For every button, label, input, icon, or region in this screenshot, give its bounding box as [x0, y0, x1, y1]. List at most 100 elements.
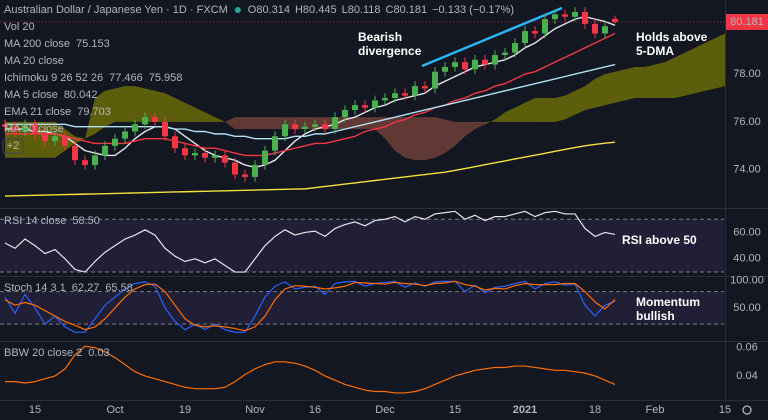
x-tick-label: 15 — [719, 404, 731, 416]
candle-body — [252, 164, 258, 177]
y-tick-label: 76.00 — [733, 116, 761, 128]
ichimoku-cloud — [255, 117, 265, 130]
quote-value: C80.181 — [386, 4, 428, 16]
candle-body — [182, 148, 188, 156]
candle-body — [472, 59, 478, 70]
ichimoku-cloud — [355, 117, 365, 130]
candle-body — [492, 54, 498, 65]
ichimoku-cloud — [435, 117, 445, 158]
candle-body — [292, 124, 298, 130]
ichimoku-cloud — [715, 33, 725, 89]
ichimoku-cloud — [165, 93, 175, 122]
legend-label: MA 200 close — [4, 38, 70, 50]
ichimoku-cloud — [615, 69, 625, 103]
ichimoku-cloud — [635, 66, 645, 99]
indicator-line — [5, 345, 616, 394]
x-tick-label: Nov — [245, 404, 265, 416]
candle-body — [152, 117, 158, 122]
indicator-line — [5, 63, 616, 140]
candle-body — [372, 100, 378, 108]
quote-value: −0.133 (−0.17%) — [432, 4, 514, 16]
candle-body — [192, 153, 198, 156]
candle-body — [362, 105, 368, 108]
annotation: RSI above 50 — [622, 233, 697, 247]
candle-body — [92, 155, 98, 165]
candle-body — [482, 59, 488, 65]
ichimoku-cloud — [235, 117, 245, 130]
ichimoku-cloud — [245, 117, 255, 130]
candle-body — [392, 93, 398, 99]
candle-body — [332, 117, 338, 130]
candle-body — [242, 174, 248, 177]
last-price-box — [726, 13, 768, 30]
candle-body — [262, 150, 268, 165]
legend-label: EMA 21 close — [4, 106, 71, 118]
candle-body — [2, 124, 8, 127]
band-fill — [0, 291, 724, 325]
ichimoku-cloud — [185, 102, 195, 122]
candle-body — [452, 62, 458, 67]
annotation: bullish — [636, 309, 675, 323]
candle-body — [522, 31, 528, 44]
x-tick-label: 19 — [179, 404, 191, 416]
indicator-line — [4, 280, 616, 332]
ichimoku-cloud — [655, 62, 665, 99]
ichimoku-cloud — [575, 86, 585, 115]
ichimoku-cloud — [525, 98, 535, 122]
ichimoku-cloud — [605, 71, 615, 106]
legend-value: 80.042 — [64, 89, 98, 101]
candle-body — [312, 124, 318, 127]
ichimoku-cloud — [405, 117, 415, 161]
annotation: Bearish — [358, 30, 402, 44]
candle-body — [322, 124, 328, 130]
ichimoku-cloud — [485, 119, 495, 125]
ichimoku-cloud — [265, 117, 275, 130]
legend-value: 75.958 — [149, 72, 183, 84]
candle-body — [592, 23, 598, 34]
y-tick-label: 74.00 — [733, 164, 761, 176]
ichimoku-cloud — [455, 121, 465, 146]
indicator-line — [5, 32, 616, 157]
ichimoku-cloud — [135, 86, 145, 122]
ichimoku-cloud — [535, 98, 545, 122]
legend-value: 65.58 — [105, 282, 133, 294]
candle-body — [402, 93, 408, 96]
annotation: 5-DMA — [636, 44, 674, 58]
legend-label: BBW 20 close 2 — [4, 347, 82, 359]
candle-body — [72, 145, 78, 161]
legend-value: 79.703 — [77, 106, 111, 118]
ichimoku-cloud — [125, 86, 135, 122]
x-tick-label: 15 — [29, 404, 41, 416]
legend-value: 77.466 — [109, 72, 143, 84]
x-tick-label: 16 — [309, 404, 321, 416]
status-dot — [234, 7, 241, 13]
ichimoku-cloud — [545, 98, 555, 122]
legend-more-box — [2, 138, 24, 154]
candle-body — [162, 121, 168, 137]
candle-body — [502, 52, 508, 55]
candle-body — [172, 136, 178, 149]
ichimoku-cloud — [505, 107, 515, 122]
candle-body — [602, 26, 608, 34]
legend-label: MA 20 close — [4, 55, 64, 67]
candle-body — [42, 133, 48, 142]
settings-icon[interactable] — [742, 405, 752, 415]
last-price-label: 80.181 — [730, 16, 764, 28]
candle-body — [112, 138, 118, 146]
ichimoku-cloud — [415, 117, 425, 161]
ichimoku-cloud — [695, 43, 705, 94]
candle-body — [102, 145, 108, 156]
candle-body — [302, 126, 308, 130]
ichimoku-cloud — [665, 57, 675, 99]
ichimoku-cloud — [55, 121, 65, 158]
ichimoku-cloud — [625, 66, 635, 101]
ichimoku-cloud — [465, 121, 475, 137]
candle-body — [232, 162, 238, 175]
candle-body — [562, 14, 568, 17]
candle-body — [282, 124, 288, 137]
candle-body — [272, 136, 278, 151]
legend-label: MA 50 close — [4, 123, 64, 135]
ichimoku-cloud — [425, 117, 435, 161]
